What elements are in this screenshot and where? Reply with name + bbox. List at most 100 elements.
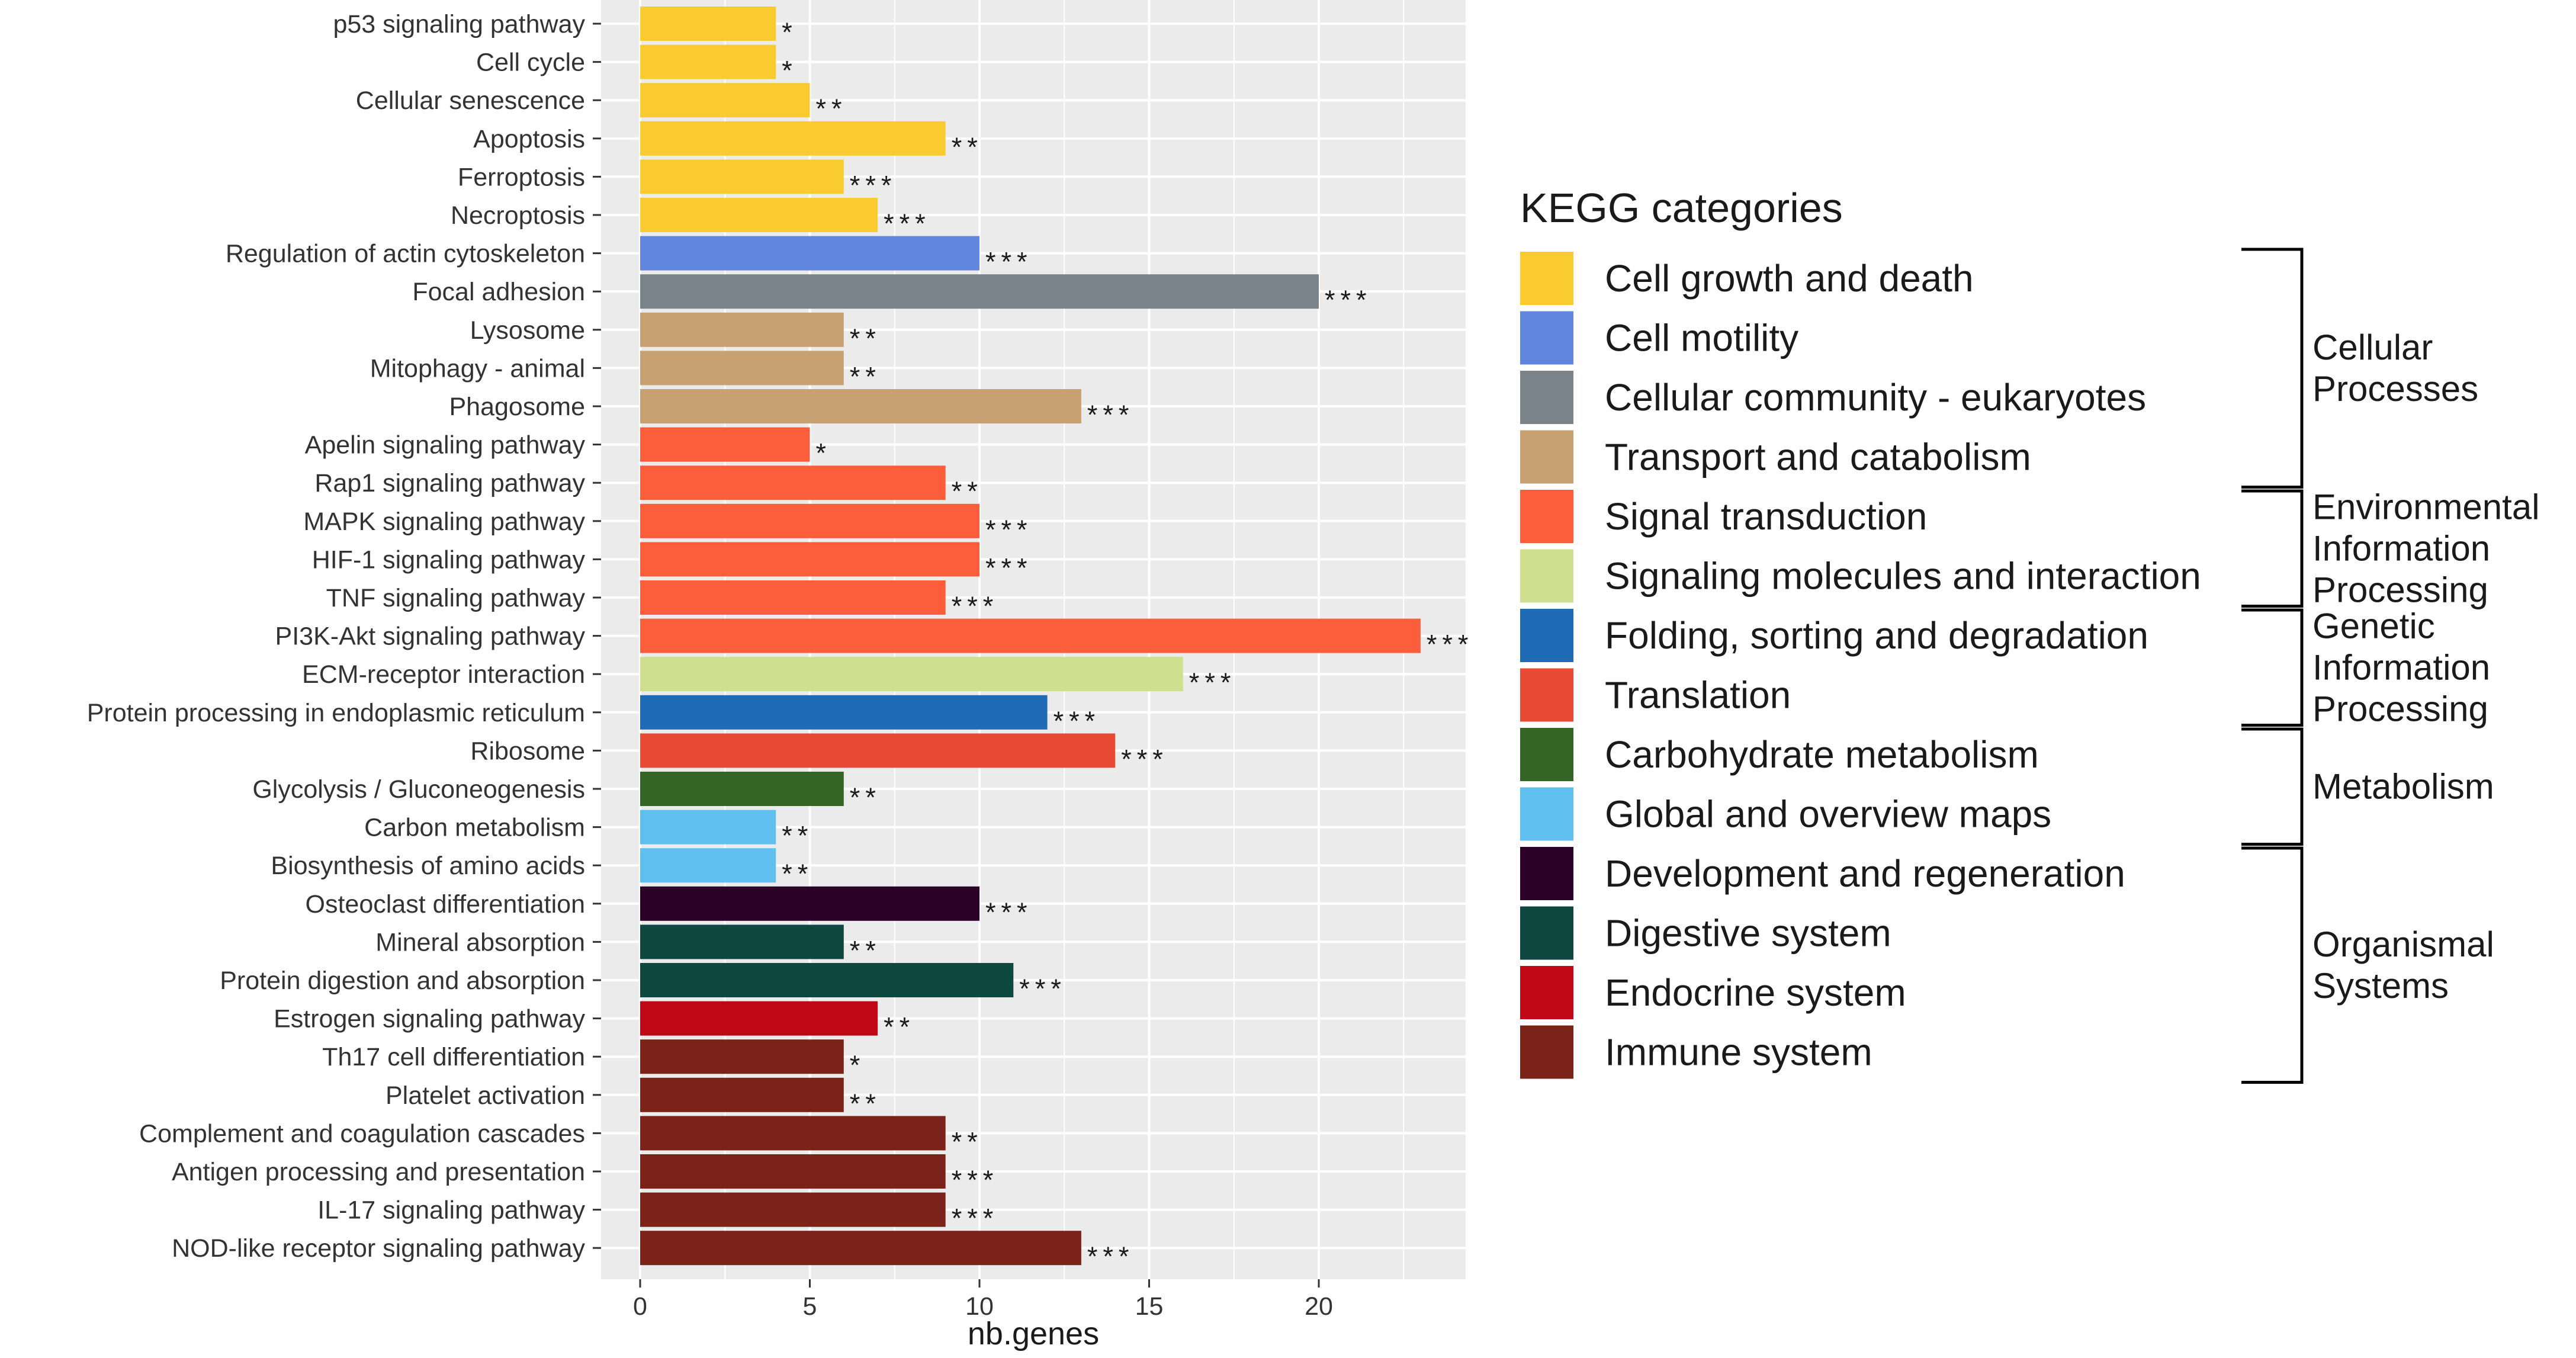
bar bbox=[640, 848, 776, 883]
legend-key bbox=[1520, 549, 1573, 603]
group-label: Systems bbox=[2312, 966, 2449, 1006]
y-tick-label: Protein processing in endoplasmic reticu… bbox=[87, 699, 585, 727]
y-tick-label: Platelet activation bbox=[386, 1081, 585, 1110]
bar bbox=[640, 657, 1183, 692]
significance-label: * * * bbox=[1019, 974, 1061, 1004]
significance-label: * * * bbox=[952, 591, 994, 621]
significance-label: * * bbox=[952, 1126, 978, 1157]
bar bbox=[640, 695, 1048, 730]
group-label: Genetic bbox=[2312, 606, 2435, 646]
significance-label: * * * bbox=[1325, 285, 1367, 315]
legend-key bbox=[1520, 1025, 1573, 1079]
y-axis-labels: p53 signaling pathway Cell cycle Cellular … bbox=[87, 10, 601, 1263]
y-tick-label: HIF-1 signaling pathway bbox=[312, 545, 586, 574]
bar bbox=[640, 733, 1116, 768]
legend-key bbox=[1520, 966, 1573, 1019]
significance-label: * * bbox=[952, 476, 978, 506]
y-tick-label: Glycolysis / Gluconeogenesis bbox=[252, 775, 585, 804]
group-bracket bbox=[2241, 727, 2304, 846]
legend-label: Development and regeneration bbox=[1605, 852, 2125, 895]
significance-label: * * bbox=[816, 94, 842, 124]
y-tick-label: Rap1 signaling pathway bbox=[314, 469, 585, 497]
y-tick-label: Th17 cell differentiation bbox=[322, 1043, 585, 1071]
significance-label: * bbox=[782, 56, 792, 86]
significance-label: * * * bbox=[1087, 1241, 1129, 1272]
y-tick-label: Antigen processing and presentation bbox=[172, 1158, 585, 1186]
legend-key bbox=[1520, 430, 1573, 484]
bar bbox=[640, 1039, 844, 1074]
legend-label: Endocrine system bbox=[1605, 971, 1906, 1014]
bar bbox=[640, 465, 946, 500]
y-tick-label: Necroptosis bbox=[451, 201, 585, 230]
legend-label: Translation bbox=[1605, 674, 1791, 717]
y-tick-label: NOD-like receptor signaling pathway bbox=[172, 1234, 585, 1263]
legend-label: Cell growth and death bbox=[1605, 257, 1974, 300]
bar bbox=[640, 351, 844, 386]
y-tick-label: Cellular senescence bbox=[356, 86, 585, 115]
bar bbox=[640, 83, 810, 118]
y-tick-label: Biosynthesis of amino acids bbox=[271, 852, 585, 880]
significance-label: * * * bbox=[1189, 667, 1231, 698]
x-tick-label: 10 bbox=[965, 1292, 994, 1321]
y-tick-label: Phagosome bbox=[449, 393, 586, 421]
legend-key bbox=[1520, 490, 1573, 543]
bar bbox=[640, 7, 776, 41]
group-label: Processing bbox=[2312, 689, 2488, 728]
significance-label: * bbox=[816, 438, 827, 468]
bar bbox=[640, 312, 844, 347]
bar bbox=[640, 1154, 946, 1189]
bar bbox=[640, 274, 1319, 309]
group-bracket bbox=[2241, 489, 2304, 608]
y-tick-label: TNF signaling pathway bbox=[326, 584, 586, 612]
y-tick-label: Apoptosis bbox=[473, 125, 585, 153]
bar bbox=[640, 810, 776, 845]
y-tick-label: Osteoclast differentiation bbox=[306, 890, 585, 919]
group-label: Information bbox=[2312, 647, 2490, 687]
y-tick-label: Ribosome bbox=[470, 737, 585, 765]
y-tick-label: Estrogen signaling pathway bbox=[274, 1005, 585, 1033]
significance-label: * * * bbox=[1427, 630, 1469, 660]
legend-key bbox=[1520, 252, 1573, 305]
legend-key bbox=[1520, 311, 1573, 365]
x-axis: 0 5 10 15 20 bbox=[633, 1279, 1333, 1321]
bar bbox=[640, 44, 776, 79]
legend-label: Carbohydrate metabolism bbox=[1605, 733, 2039, 776]
significance-label: * * bbox=[850, 935, 876, 965]
bar bbox=[640, 198, 878, 232]
legend: KEGG categories Cell growth and death Cel… bbox=[1520, 185, 2201, 1079]
significance-label: * * bbox=[850, 1089, 876, 1119]
group-bracket bbox=[2241, 846, 2304, 1084]
bar bbox=[640, 503, 979, 538]
significance-label: * * bbox=[850, 361, 876, 391]
y-tick-label: Mitophagy - animal bbox=[370, 354, 585, 383]
legend-label: Signaling molecules and interaction bbox=[1605, 555, 2201, 598]
legend-label: Immune system bbox=[1605, 1031, 1872, 1074]
significance-label: * * bbox=[782, 859, 808, 889]
group-label: Metabolism bbox=[2312, 766, 2494, 806]
legend-label: Cell motility bbox=[1605, 317, 1798, 359]
legend-label: Signal transduction bbox=[1605, 495, 1927, 538]
bar bbox=[640, 542, 979, 577]
significance-label: * * * bbox=[952, 1203, 994, 1234]
bar bbox=[640, 1116, 946, 1151]
legend-label: Folding, sorting and degradation bbox=[1605, 614, 2148, 657]
legend-key bbox=[1520, 847, 1573, 900]
significance-label: * * * bbox=[850, 170, 892, 200]
legend-title: KEGG categories bbox=[1520, 185, 1843, 231]
legend-label: Digestive system bbox=[1605, 912, 1891, 955]
significance-label: * * * bbox=[985, 553, 1027, 583]
bar bbox=[640, 580, 946, 615]
group-bracket bbox=[2241, 608, 2304, 727]
y-tick-label: Apelin signaling pathway bbox=[305, 431, 586, 460]
significance-label: * * bbox=[850, 323, 876, 354]
legend-label: Global and overview maps bbox=[1605, 793, 2051, 836]
y-tick-label: MAPK signaling pathway bbox=[303, 508, 585, 536]
group-label: Processes bbox=[2312, 369, 2478, 409]
bar bbox=[640, 236, 979, 271]
y-tick-label: Carbon metabolism bbox=[364, 814, 585, 842]
legend-key bbox=[1520, 371, 1573, 424]
x-axis-title: nb.genes bbox=[968, 1316, 1099, 1351]
y-tick-label: IL-17 signaling pathway bbox=[317, 1196, 585, 1225]
significance-label: * bbox=[850, 1050, 860, 1080]
